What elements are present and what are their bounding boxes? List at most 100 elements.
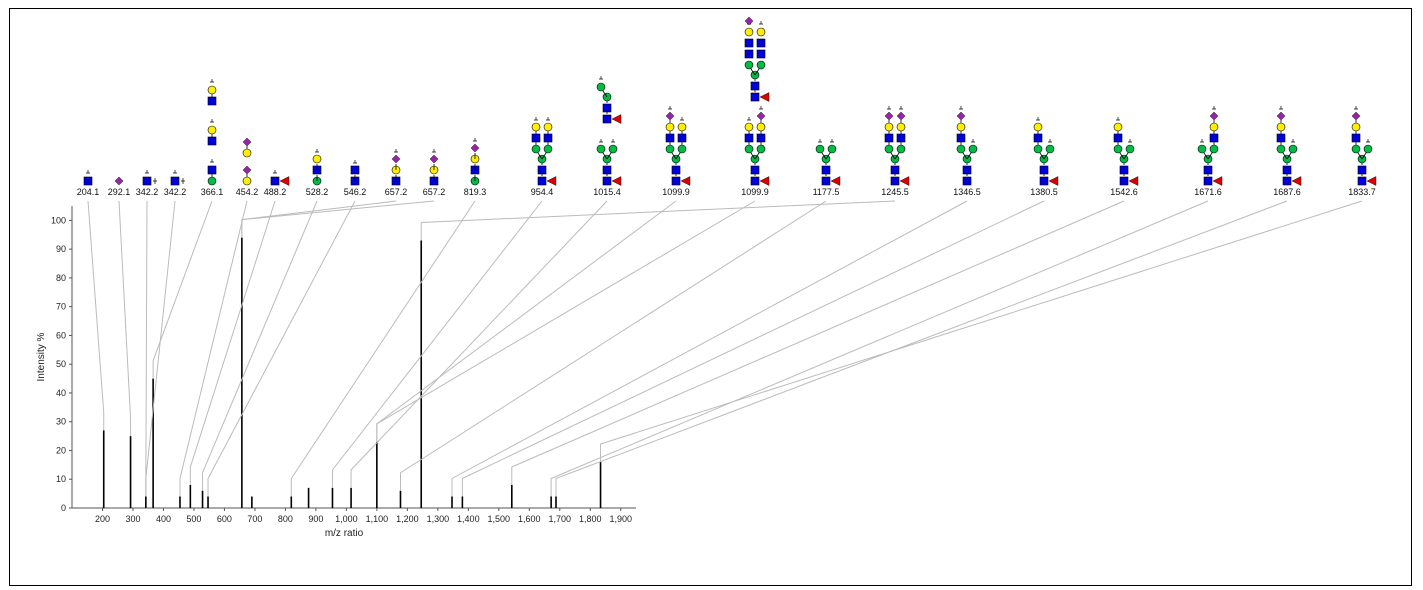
neuac-diamond-icon	[1276, 111, 1286, 121]
y-tick-label: 80	[56, 273, 66, 283]
neuac-diamond-icon	[884, 111, 894, 121]
galactose-circle-icon	[756, 122, 766, 132]
galactose-circle-icon	[207, 125, 217, 135]
neuac-diamond-icon	[470, 143, 480, 153]
hexnac-square-icon	[142, 176, 152, 186]
peak-connector	[202, 200, 318, 491]
galactose-circle-icon	[1209, 122, 1219, 132]
x-tick-label: 1,200	[396, 514, 419, 524]
y-tick-label: 70	[56, 302, 66, 312]
peak-mz-label: 1671.6	[1194, 187, 1222, 197]
hexnac-square-icon	[602, 103, 612, 113]
y-tick-label: 90	[56, 244, 66, 254]
hexnac-square-icon	[207, 136, 217, 146]
hexnac-square-icon	[744, 133, 754, 143]
neuac-diamond-icon	[242, 165, 252, 175]
mannose-circle-icon	[608, 144, 618, 154]
hexnac-square-icon	[756, 49, 766, 59]
peak-connector	[241, 200, 435, 238]
peak-connector	[451, 200, 968, 497]
galactose-circle-icon	[884, 122, 894, 132]
glycan-structure-366	[207, 79, 217, 186]
mannose-circle-icon	[677, 144, 687, 154]
peak-mz-label: 342.2	[136, 187, 159, 197]
peak-connector	[600, 200, 1363, 462]
linkage-mark-icon	[1279, 106, 1283, 110]
galactose-circle-icon	[896, 122, 906, 132]
linkage-mark-icon	[887, 106, 891, 110]
x-tick-label: 1,700	[549, 514, 572, 524]
glycan-structure-hexnac-fuc	[270, 170, 290, 186]
peak-connector	[118, 200, 132, 437]
linkage-mark-icon	[1366, 139, 1370, 143]
peak-connector	[290, 200, 476, 497]
mannose-circle-icon	[1276, 144, 1286, 154]
hexnac-square-icon	[750, 165, 760, 175]
y-tick-label: 0	[61, 503, 66, 513]
hexnac-square-icon	[671, 165, 681, 175]
linkage-mark-icon	[1291, 139, 1295, 143]
peak-mz-label: 657.2	[423, 187, 446, 197]
hexnac-square-icon	[750, 92, 760, 102]
galactose-circle-icon	[543, 122, 553, 132]
glycan-structure-657b	[429, 149, 439, 186]
linkage-mark-icon	[830, 139, 834, 143]
neuac-diamond-icon	[1209, 111, 1219, 121]
peak-mz-label: 1245.5	[881, 187, 909, 197]
x-tick-label: 1,600	[518, 514, 541, 524]
hexnac-square-icon	[750, 176, 760, 186]
linkage-mark-icon	[353, 160, 357, 164]
fucose-triangle-icon	[1212, 176, 1223, 186]
galactose-circle-icon	[242, 148, 252, 158]
glycan-structure-1099a	[665, 106, 691, 186]
peak-mz-label: 366.1	[201, 187, 224, 197]
neuac-diamond-icon	[744, 16, 754, 26]
galactose-circle-icon	[1276, 122, 1286, 132]
hexnac-square-icon	[671, 176, 681, 186]
y-tick-label: 30	[56, 417, 66, 427]
galactose-circle-icon	[756, 27, 766, 37]
fucose-triangle-icon	[830, 176, 841, 186]
hexnac-square-icon	[896, 133, 906, 143]
hexnac-square-icon	[1119, 176, 1129, 186]
linkage-mark-icon	[145, 170, 149, 174]
neuac-diamond-icon	[242, 137, 252, 147]
galactose-circle-icon	[531, 122, 541, 132]
peak-mz-label: 292.1	[108, 187, 131, 197]
x-tick-label: 1,800	[579, 514, 602, 524]
neuac-diamond-icon	[956, 111, 966, 121]
hexnac-square-icon	[1351, 133, 1361, 143]
neuac-diamond-icon	[665, 111, 675, 121]
hexnac-square-icon	[744, 49, 754, 59]
glycan-structure-1380	[1033, 117, 1059, 186]
mannose-circle-icon	[956, 144, 966, 154]
y-tick-label: 60	[56, 330, 66, 340]
peak-connector	[555, 200, 1288, 497]
x-tick-label: 800	[278, 514, 293, 524]
linkage-mark-icon	[1212, 106, 1216, 110]
hexnac-square-icon	[821, 165, 831, 175]
mannose-circle-icon	[884, 144, 894, 154]
peak-connector	[189, 200, 276, 485]
x-tick-label: 1,500	[488, 514, 511, 524]
linkage-mark-icon	[473, 138, 477, 142]
hexnac-square-icon	[962, 176, 972, 186]
glycan-structure-1099b	[744, 16, 770, 186]
linkage-mark-icon	[210, 159, 214, 163]
mannose-circle-icon	[1125, 144, 1135, 154]
mannose-circle-icon	[543, 144, 553, 154]
peak-mz-label: 1177.5	[813, 187, 840, 197]
hexnac-square-icon	[207, 165, 217, 175]
peak-mz-label: 1099.9	[662, 187, 690, 197]
neuac-diamond-icon	[429, 154, 439, 164]
hexnac-square-icon	[1357, 176, 1367, 186]
glycan-structure-hexnac-nh2	[142, 170, 157, 186]
peak-connector	[461, 200, 1045, 497]
peak-mz-label: 528.2	[306, 187, 329, 197]
linkage-mark-icon	[173, 170, 177, 174]
peak-connector	[145, 200, 176, 497]
neuac-diamond-icon	[756, 111, 766, 121]
glycan-structure-528	[312, 149, 322, 186]
galactose-circle-icon	[665, 122, 675, 132]
linkage-mark-icon	[432, 149, 436, 153]
